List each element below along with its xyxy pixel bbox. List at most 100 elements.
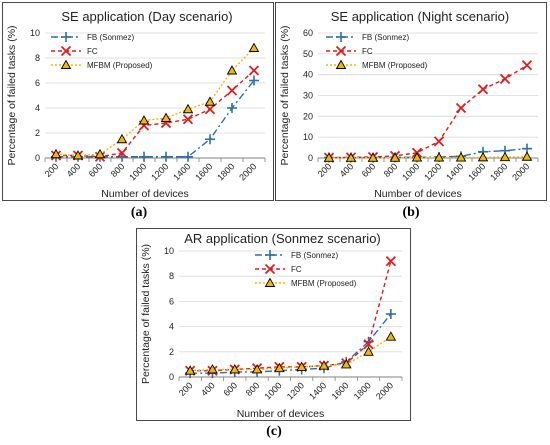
y-tick-label: 4 bbox=[35, 103, 40, 113]
legend-label-fc: FC bbox=[87, 47, 98, 56]
series-mfbm bbox=[50, 42, 260, 160]
series-line-fc bbox=[328, 64, 528, 159]
x-tick-label: 400 bbox=[338, 161, 356, 179]
x-tick-label: 800 bbox=[109, 161, 127, 179]
chart-panel-night: SE application (Night scenario) 0 10 20 30 40… bbox=[275, 2, 547, 201]
y-tick-label: 8 bbox=[169, 271, 174, 281]
data-point-fc-b bbox=[363, 339, 374, 350]
x-tick-label: 1800 bbox=[488, 161, 509, 182]
y-tick-label: 10 bbox=[164, 246, 174, 256]
legend-marker-fc-b bbox=[335, 45, 347, 57]
y-axis-label: Percentage of failed tasks (%) bbox=[140, 244, 152, 384]
data-point-mfbm bbox=[296, 361, 307, 371]
x-tick-label: 1600 bbox=[329, 380, 350, 401]
y-tick-label: 40 bbox=[303, 70, 313, 80]
legend-label-mfbm: MFBM (Proposed) bbox=[87, 61, 153, 70]
series-line-mfbm bbox=[55, 47, 255, 157]
legend-label-fc: FC bbox=[291, 265, 302, 274]
x-tick-label: 1600 bbox=[193, 161, 214, 182]
x-tick-label: 400 bbox=[199, 380, 217, 398]
data-point-mfbm bbox=[385, 331, 397, 341]
x-axis-label: Number of devices bbox=[237, 408, 325, 420]
series-fc bbox=[323, 60, 533, 163]
x-tick-label: 1000 bbox=[263, 380, 284, 401]
data-point-mfbm bbox=[184, 365, 196, 375]
x-tick-label: 2000 bbox=[510, 161, 531, 182]
legend: FB (Sonmez) FC MFBM (Proposed) bbox=[51, 32, 153, 70]
legend-label-fb: FB (Sonmez) bbox=[87, 33, 134, 42]
data-point-mfbm bbox=[50, 148, 62, 159]
legend-label-mfbm: MFBM (Proposed) bbox=[291, 279, 357, 288]
data-point-mfbm bbox=[455, 152, 467, 162]
data-point-mfbm bbox=[138, 115, 150, 125]
x-tick-label: 200 bbox=[177, 380, 195, 398]
series-mfbm bbox=[184, 331, 397, 375]
data-point-fc-b bbox=[226, 85, 238, 96]
x-tick-label: 1400 bbox=[444, 161, 465, 182]
chart-title: AR application (Sonmez scenario) bbox=[184, 231, 381, 246]
data-point-mfbm bbox=[345, 152, 357, 162]
x-tick-label: 2000 bbox=[237, 161, 258, 182]
data-point-mfbm bbox=[389, 152, 401, 162]
x-tick-label: 200 bbox=[316, 161, 334, 179]
legend-marker-fc-b bbox=[60, 45, 72, 57]
x-tick-label: 1400 bbox=[171, 161, 192, 182]
legend-label-fb: FB (Sonmez) bbox=[362, 33, 409, 42]
y-tick-label: 4 bbox=[169, 322, 174, 332]
legend: FB (Sonmez) FC MFBM (Proposed) bbox=[326, 32, 428, 70]
series-line-fb bbox=[190, 313, 392, 374]
x-tick-label: 800 bbox=[382, 161, 400, 179]
legend-marker-mfbm bbox=[60, 59, 72, 69]
y-tick-label: 60 bbox=[303, 28, 313, 38]
data-point-mfbm bbox=[204, 96, 216, 106]
series-line-fc bbox=[56, 69, 255, 158]
x-tick-label: 600 bbox=[360, 161, 378, 179]
x-tick-label: 600 bbox=[87, 161, 105, 179]
data-point-mfbm bbox=[248, 42, 260, 52]
y-tick-label: 2 bbox=[35, 128, 40, 138]
series-line-fb bbox=[56, 80, 255, 158]
y-tick-label: 30 bbox=[303, 91, 313, 101]
data-point-mfbm bbox=[340, 358, 352, 369]
series-fc bbox=[185, 255, 396, 376]
series-line-fc bbox=[190, 260, 392, 372]
chart-ar: AR application (Sonmez scenario) 0 2 4 6 8 10 2… bbox=[140, 231, 403, 420]
y-tick-label: 20 bbox=[303, 111, 313, 121]
data-point-fc-b bbox=[182, 114, 194, 125]
data-point-fc-b bbox=[248, 65, 260, 76]
x-tick-label: 1600 bbox=[466, 161, 487, 182]
x-tick-label: 400 bbox=[65, 161, 83, 179]
data-point-mfbm bbox=[229, 364, 241, 374]
data-point-mfbm bbox=[251, 364, 263, 374]
y-tick-label: 50 bbox=[303, 49, 313, 59]
x-tick-label: 1200 bbox=[149, 161, 170, 182]
x-tick-label: 1200 bbox=[422, 161, 443, 182]
y-tick-label: 10 bbox=[30, 28, 40, 38]
data-point-mfbm bbox=[207, 364, 218, 374]
y-tick-label: 0 bbox=[308, 153, 313, 163]
x-tick-label: 1800 bbox=[352, 380, 373, 401]
x-tick-label: 200 bbox=[43, 161, 61, 179]
data-point-mfbm bbox=[226, 65, 238, 75]
y-axis-label: Percentage of failed tasks (%) bbox=[279, 25, 291, 165]
caption-c: (c) bbox=[266, 424, 282, 439]
data-point-fc-b bbox=[116, 147, 128, 159]
data-point-mfbm bbox=[477, 151, 489, 162]
x-tick-label: 800 bbox=[244, 380, 262, 398]
data-point-fc-b bbox=[477, 84, 489, 95]
data-point-mfbm bbox=[72, 150, 84, 160]
data-point-fc-b bbox=[499, 73, 511, 84]
y-tick-label: 0 bbox=[35, 153, 40, 163]
x-tick-label: 1000 bbox=[400, 161, 421, 182]
legend-label-mfbm: MFBM (Proposed) bbox=[362, 61, 428, 70]
data-point-fc-b bbox=[204, 104, 216, 115]
y-tick-label: 8 bbox=[35, 53, 40, 63]
series-line-mfbm bbox=[329, 156, 528, 159]
legend: FB (Sonmez) FC MFBM (Proposed) bbox=[255, 250, 357, 288]
chart-day: SE application (Day scenario) 0 2 4 6 8 10 200 4… bbox=[6, 9, 266, 200]
x-tick-label: 600 bbox=[221, 380, 239, 398]
data-point-mfbm bbox=[182, 103, 194, 114]
series-line-mfbm bbox=[190, 336, 392, 372]
data-point-mfbm bbox=[318, 360, 330, 370]
legend-label-fc: FC bbox=[362, 47, 373, 56]
